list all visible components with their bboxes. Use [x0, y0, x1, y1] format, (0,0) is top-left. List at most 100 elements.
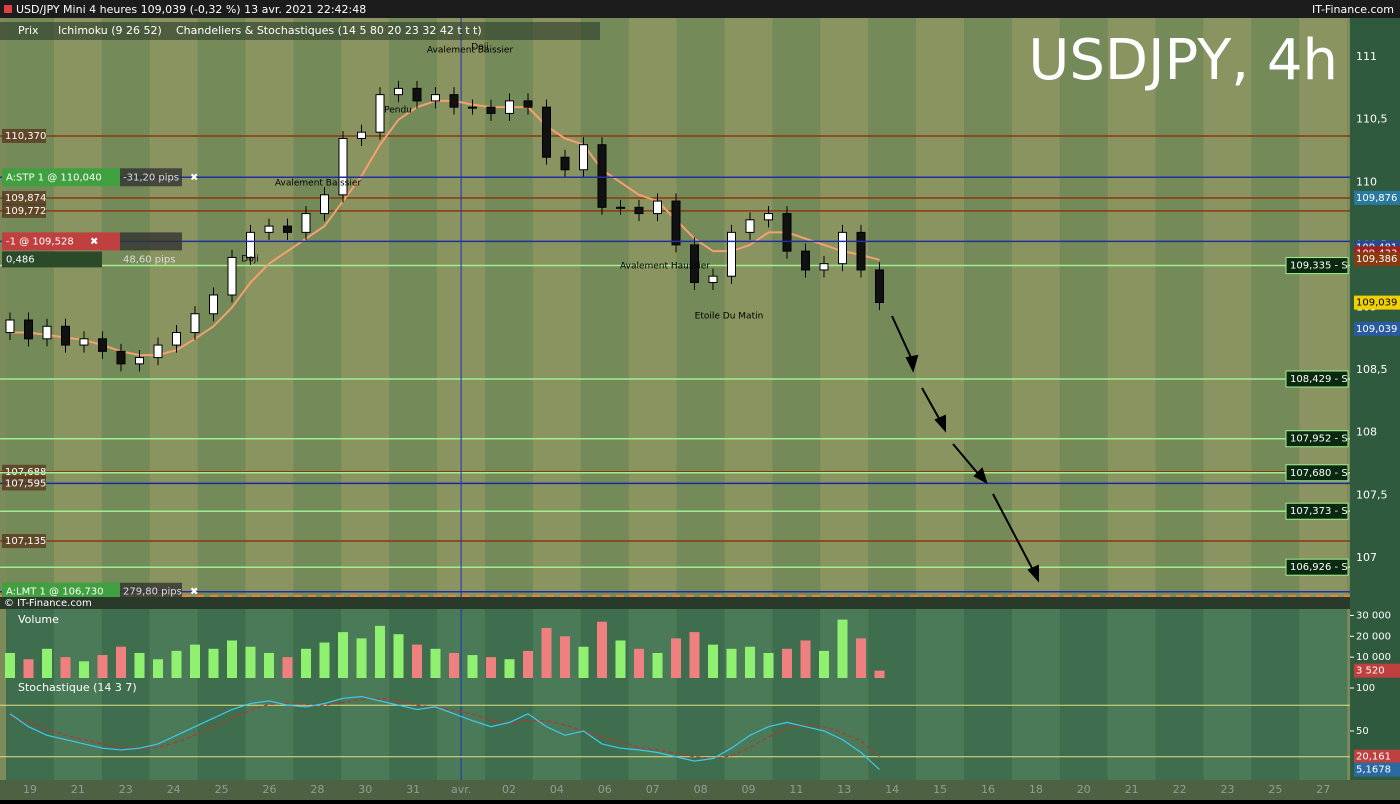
candle-body [690, 244, 699, 283]
volume-bar [97, 655, 108, 678]
day-band [1011, 18, 1060, 597]
candle-body [42, 325, 52, 340]
y-tick-label: 107,5 [1356, 488, 1388, 501]
y-axis-bg [1350, 18, 1400, 780]
volume-bar [449, 652, 459, 678]
support-label: 108,429 - S [1290, 374, 1348, 385]
stoch-tag-label: 5,1678 [1356, 765, 1391, 776]
day-band [868, 18, 917, 597]
candle-body [542, 106, 551, 158]
candle-body [727, 231, 736, 277]
candle-body [264, 225, 274, 233]
level-box [2, 464, 46, 479]
day-band [293, 609, 342, 780]
price-tag-label: 109,039 [1356, 298, 1397, 309]
volume-bar [319, 642, 330, 678]
support-box [1285, 430, 1349, 448]
support-label: 107,680 - S [1290, 468, 1348, 479]
pattern-label: Doji [471, 43, 488, 53]
price-tag [1354, 295, 1400, 310]
day-band [197, 18, 246, 597]
close-button[interactable]: ✖ [190, 587, 198, 598]
stoch-tick-label: 100 [1356, 683, 1375, 694]
level-label: 107,595 [5, 478, 46, 489]
pattern-label: Doji [241, 255, 258, 265]
pattern-label: Avalement Baissier [427, 46, 514, 56]
volume-bar [467, 655, 478, 678]
candle-body [764, 213, 773, 221]
day-band [916, 609, 965, 780]
icon [4, 5, 12, 13]
legend-price[interactable]: Prix [18, 24, 39, 37]
day-band [1059, 609, 1108, 780]
legend-patterns[interactable]: Chandeliers & Stochastiques (14 5 80 20 … [176, 24, 482, 37]
volume-bar [634, 648, 644, 678]
stoch-title: Stochastique (14 3 7) [18, 681, 137, 694]
day-band [676, 609, 725, 780]
volume-bar [763, 652, 774, 678]
day-band [101, 18, 150, 597]
volume-bar [153, 659, 163, 678]
day-band [628, 609, 677, 780]
support-label: 107,952 - S [1290, 434, 1348, 445]
pattern-label: Etoile Du Matin [695, 312, 764, 322]
candle-body [819, 263, 829, 271]
candle-body [79, 338, 89, 346]
day-band [628, 18, 677, 597]
day-band [101, 609, 150, 780]
volume-bar [134, 652, 145, 678]
volume-bar [800, 640, 811, 678]
volume-bar [338, 632, 348, 678]
close-button[interactable]: ✖ [90, 236, 98, 247]
volume-bar [60, 657, 71, 678]
volume-bar [560, 636, 570, 678]
volume-bar [79, 661, 89, 678]
candle-body [209, 294, 218, 315]
close-button[interactable]: ✖ [190, 172, 198, 183]
day-band [245, 609, 294, 780]
volume-bar [504, 659, 515, 678]
pnl-box [2, 251, 102, 268]
candle-body [172, 332, 181, 346]
candle-body [875, 269, 884, 303]
candle-body [653, 200, 662, 215]
price-tag-label: 109,386 [1356, 254, 1397, 265]
volume-bar [874, 670, 885, 678]
candle-body [135, 357, 144, 365]
day-band [532, 18, 581, 597]
volume-bar [42, 648, 52, 678]
level-label: 110,370 [5, 131, 46, 142]
legend-ichimoku[interactable]: Ichimoku (9 26 52) [58, 24, 162, 37]
day-band [676, 18, 725, 597]
day-band [6, 18, 54, 597]
support-box [1285, 257, 1349, 275]
day-band [293, 18, 342, 597]
volume-bar [301, 648, 311, 678]
stoch-line [9, 695, 880, 770]
candle-body [468, 106, 477, 109]
candle-body [190, 313, 200, 334]
stoch-tick-label: 50 [1356, 726, 1369, 737]
day-band [772, 609, 821, 780]
volume-bar [486, 657, 496, 678]
day-band [964, 609, 1012, 780]
candle-body [801, 250, 810, 271]
support-label: 107,373 - S [1290, 506, 1348, 517]
volume-title: Volume [18, 613, 59, 626]
level-label: 109,772 [5, 206, 46, 217]
order-box[interactable] [2, 168, 120, 187]
day-band [1203, 609, 1252, 780]
level-box [2, 534, 46, 549]
candle-body [523, 100, 533, 108]
y-tick-label: 110,5 [1356, 113, 1388, 126]
order-box[interactable] [2, 232, 120, 251]
order-label: A:STP 1 @ 110,040 [6, 172, 102, 183]
volume-bar [597, 621, 607, 678]
order-box[interactable] [2, 582, 120, 601]
price-tag [1354, 321, 1400, 336]
level-box [2, 128, 46, 143]
day-band [724, 609, 773, 780]
volume-bar [430, 648, 441, 678]
volume-tick-label: 20 000 [1356, 631, 1391, 642]
day-band [532, 609, 581, 780]
